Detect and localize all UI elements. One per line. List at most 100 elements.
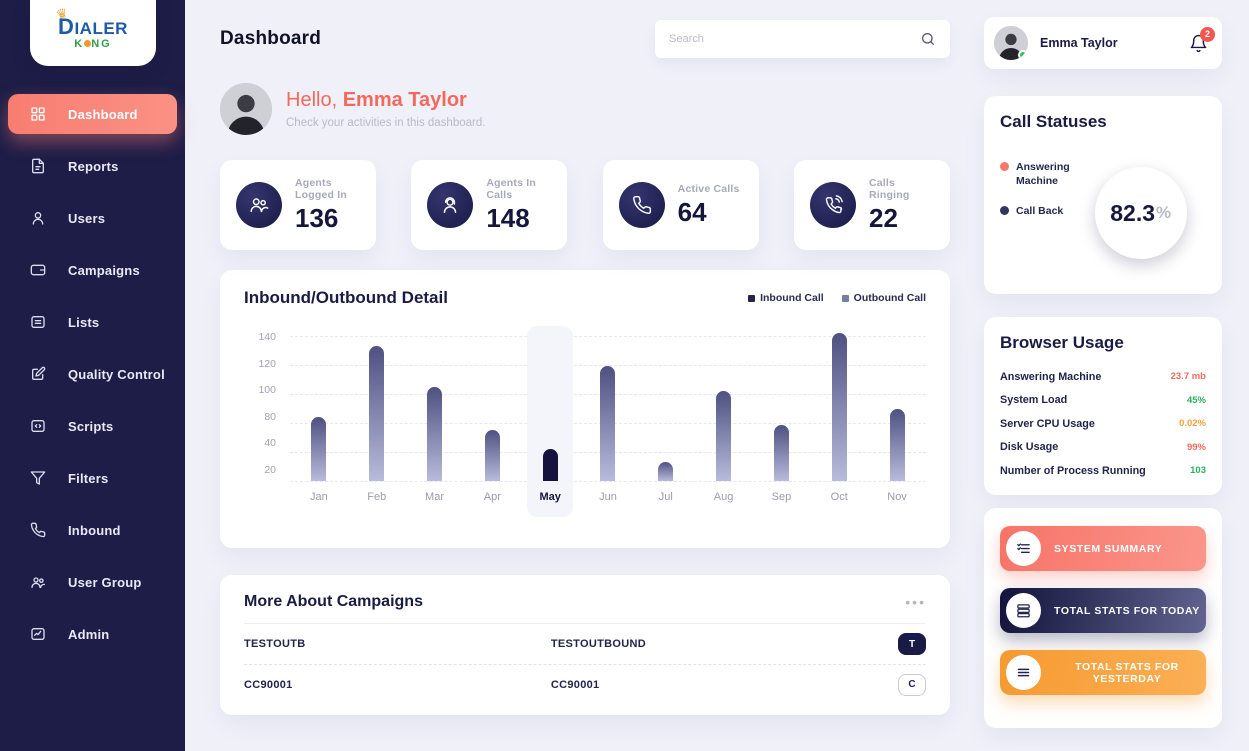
- donut-center-value: 82.3: [1110, 199, 1155, 226]
- agents-group-icon: [236, 182, 282, 228]
- legend-inbound-call: Inbound Call: [748, 292, 824, 304]
- brand-logo[interactable]: ♛ DDIALERIALER KNG: [30, 0, 156, 66]
- bar-jun[interactable]: [579, 336, 637, 481]
- total-stats-today-button[interactable]: TOTAL STATS FOR TODAY: [1000, 588, 1206, 633]
- bar-feb[interactable]: [348, 336, 406, 481]
- usage-value: 23.7 mb: [1170, 371, 1206, 383]
- sidebar-item-reports[interactable]: Reports: [8, 146, 177, 186]
- stat-card-agents-logged-in[interactable]: Agents Logged In 136: [220, 160, 376, 250]
- legend-swatch-outbound: [841, 294, 849, 302]
- call-statuses-donut-chart: 82.3 %: [1070, 142, 1212, 284]
- bar-may[interactable]: [521, 336, 579, 481]
- campaign-row[interactable]: CC90001 CC90001 C: [244, 664, 926, 704]
- search-input[interactable]: [669, 33, 920, 45]
- search-box[interactable]: [655, 20, 950, 58]
- user-icon: [30, 210, 46, 226]
- stats-row: Agents Logged In 136 Agents In Calls 148…: [220, 160, 950, 250]
- x-tick-oct: Oct: [830, 491, 848, 503]
- usage-value: 0.02%: [1179, 418, 1206, 430]
- usage-value: 45%: [1186, 394, 1206, 406]
- menu-lines-icon: [1006, 655, 1041, 690]
- brand-name-top: DDIALERIALER: [58, 14, 128, 39]
- bar-oct[interactable]: [810, 333, 868, 481]
- legend-answering-machine: Answering Machine: [1000, 160, 1070, 188]
- notification-count-badge: 2: [1200, 26, 1215, 42]
- chart-legend: Inbound Call Outbound Call: [748, 292, 926, 304]
- main-column: Dashboard Hello, Emma Taylor Check your …: [220, 17, 950, 751]
- call-statuses-title: Call Statuses: [1000, 112, 1107, 131]
- campaigns-card: More About Campaigns ••• TESTOUTB TESTOU…: [220, 575, 950, 715]
- logo-dot-icon: [84, 40, 92, 47]
- code-icon: [30, 418, 46, 434]
- chart-title: Inbound/Outbound Detail: [244, 288, 448, 307]
- chart-plot-area: [290, 333, 926, 482]
- phone-icon: [30, 522, 46, 538]
- sidebar-item-user-group[interactable]: User Group: [8, 562, 177, 602]
- report-icon: [30, 158, 46, 174]
- user-card[interactable]: Emma Taylor 2: [984, 17, 1222, 69]
- checklist-icon: [1006, 531, 1041, 566]
- wallet-icon: [30, 262, 46, 278]
- x-tick-feb: Feb: [367, 491, 387, 503]
- sidebar-item-users[interactable]: Users: [8, 198, 177, 238]
- legend-outbound-call: Outbound Call: [841, 292, 926, 304]
- quick-actions-card: SYSTEM SUMMARY TOTAL STATS FOR TODAY TOT…: [984, 508, 1222, 728]
- campaign-badge[interactable]: T: [898, 633, 926, 655]
- sidebar-item-campaigns[interactable]: Campaigns: [8, 250, 177, 290]
- content-area: Dashboard Hello, Emma Taylor Check your …: [185, 0, 1249, 751]
- grid-icon: [30, 106, 46, 122]
- sidebar-item-dashboard[interactable]: Dashboard: [8, 94, 177, 134]
- sidebar-item-inbound[interactable]: Inbound: [8, 510, 177, 550]
- crown-icon: ♛: [54, 4, 70, 23]
- greeting-section: Hello, Emma Taylor Check your activities…: [220, 83, 950, 135]
- group-icon: [30, 574, 46, 590]
- stat-card-active-calls[interactable]: Active Calls 64: [602, 160, 759, 250]
- x-tick-mar: Mar: [425, 491, 444, 503]
- campaign-badge[interactable]: C: [898, 673, 926, 696]
- edit-icon: [30, 366, 46, 382]
- usage-value: 103: [1190, 465, 1206, 477]
- call-statuses-legend: Answering Machine Call Back: [1000, 142, 1070, 284]
- search-icon[interactable]: [920, 31, 936, 47]
- sidebar-item-quality-control[interactable]: Quality Control: [8, 354, 177, 394]
- bar-nov[interactable]: [868, 336, 926, 481]
- campaign-row[interactable]: TESTOUTB TESTOUTBOUND T: [244, 624, 926, 664]
- bar-aug[interactable]: [695, 336, 753, 481]
- usage-row: Server CPU Usage 0.02%: [1000, 417, 1206, 430]
- notification-bell-icon[interactable]: 2: [1189, 26, 1215, 53]
- sidebar-item-filters[interactable]: Filters: [8, 458, 177, 498]
- bar-jan[interactable]: [290, 336, 348, 481]
- usage-row: Answering Machine 23.7 mb: [1000, 370, 1206, 383]
- bar-sep[interactable]: [753, 336, 811, 481]
- usage-row: Disk Usage 99%: [1000, 441, 1206, 454]
- legend-swatch-inbound: [748, 294, 756, 302]
- total-stats-yesterday-button[interactable]: TOTAL STATS FOR YESTERDAY: [1000, 650, 1206, 695]
- user-name: Emma Taylor: [1040, 36, 1118, 50]
- call-ringing-icon: [809, 182, 856, 228]
- sidebar-item-scripts[interactable]: Scripts: [8, 406, 177, 446]
- bar-jul[interactable]: [637, 336, 695, 481]
- stat-card-calls-ringing[interactable]: Calls Ringing 22: [793, 160, 950, 250]
- x-tick-sep: Sep: [771, 491, 792, 503]
- active-call-icon: [618, 182, 665, 228]
- usage-row: Number of Process Running 103: [1000, 464, 1206, 477]
- page-header: Dashboard: [220, 17, 950, 61]
- bar-mar[interactable]: [406, 336, 464, 481]
- brand-name-bottom: K NG: [74, 38, 112, 50]
- browser-usage-title: Browser Usage: [1000, 333, 1124, 352]
- call-statuses-card: Call Statuses Answering Machine Call Bac…: [984, 96, 1222, 294]
- right-column: Emma Taylor 2 Call Statuses Answering Ma…: [984, 17, 1222, 751]
- sidebar-item-lists[interactable]: Lists: [8, 302, 177, 342]
- sidebar-item-admin[interactable]: Admin: [8, 614, 177, 654]
- legend-call-back: Call Back: [1000, 204, 1070, 218]
- inbound-outbound-chart-card: Inbound/Outbound Detail Inbound Call Out…: [220, 270, 950, 548]
- x-tick-jun: Jun: [599, 491, 617, 503]
- x-tick-nov: Nov: [887, 491, 907, 503]
- more-options-icon[interactable]: •••: [905, 594, 926, 610]
- system-summary-button[interactable]: SYSTEM SUMMARY: [1000, 526, 1206, 571]
- legend-dot: [1000, 162, 1009, 171]
- x-tick-jul: Jul: [658, 491, 673, 503]
- bar-apr[interactable]: [463, 336, 521, 481]
- stat-card-agents-in-calls[interactable]: Agents In Calls 148: [411, 160, 568, 250]
- list-icon: [30, 314, 46, 330]
